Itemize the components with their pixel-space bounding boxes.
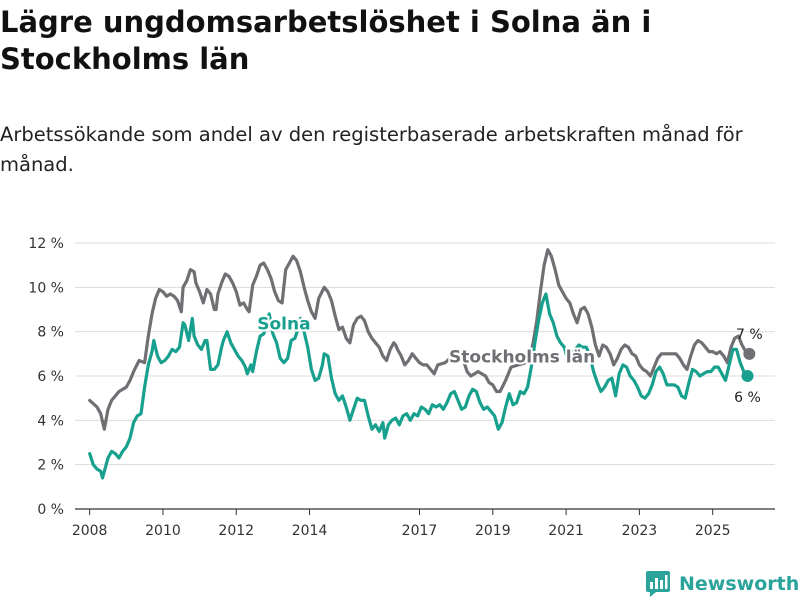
chart-title: Lägre ungdomsarbetslöshet i Solna än i S…: [0, 5, 652, 76]
x-tick-label: 2010: [145, 523, 181, 539]
x-tick-label: 2025: [695, 523, 731, 539]
newsworthy-logo-icon: [646, 571, 670, 597]
x-tick-label: 2014: [292, 523, 328, 539]
y-tick-label: 10 %: [28, 280, 64, 296]
newsworthy-brand: Newsworthy: [645, 570, 800, 598]
x-tick-label: 2021: [548, 523, 584, 539]
x-tick-label: 2017: [402, 523, 438, 539]
end-point-solna: [741, 370, 754, 382]
series-label-stockholms-län: Stockholms län: [449, 348, 595, 368]
chart-subtitle: Arbetssökande som andel av den registerb…: [0, 123, 743, 176]
end-point-stockholms-län: [743, 347, 756, 360]
end-label-solna: 6 %: [734, 390, 761, 406]
y-tick-label: 2 %: [37, 458, 64, 474]
x-tick-label: 2012: [218, 523, 254, 539]
series-line-solna: [88, 292, 750, 480]
y-tick-label: 6 %: [37, 369, 64, 385]
y-tick-label: 4 %: [37, 413, 64, 429]
x-tick-label: 2023: [622, 523, 658, 539]
y-tick-label: 12 %: [28, 236, 64, 252]
brand-name: Newsworthy: [679, 573, 800, 595]
y-tick-label: 0 %: [37, 502, 64, 518]
x-tick-label: 2019: [475, 523, 511, 539]
x-tick-label: 2008: [72, 523, 108, 539]
y-tick-label: 8 %: [37, 325, 64, 341]
end-label-stockholms-län: 7 %: [736, 327, 763, 343]
series-line-stockholms-län: [88, 248, 751, 431]
series-label-solna: Solna: [257, 314, 310, 334]
